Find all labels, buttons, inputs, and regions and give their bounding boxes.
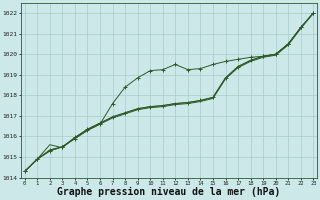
X-axis label: Graphe pression niveau de la mer (hPa): Graphe pression niveau de la mer (hPa) (57, 187, 281, 197)
